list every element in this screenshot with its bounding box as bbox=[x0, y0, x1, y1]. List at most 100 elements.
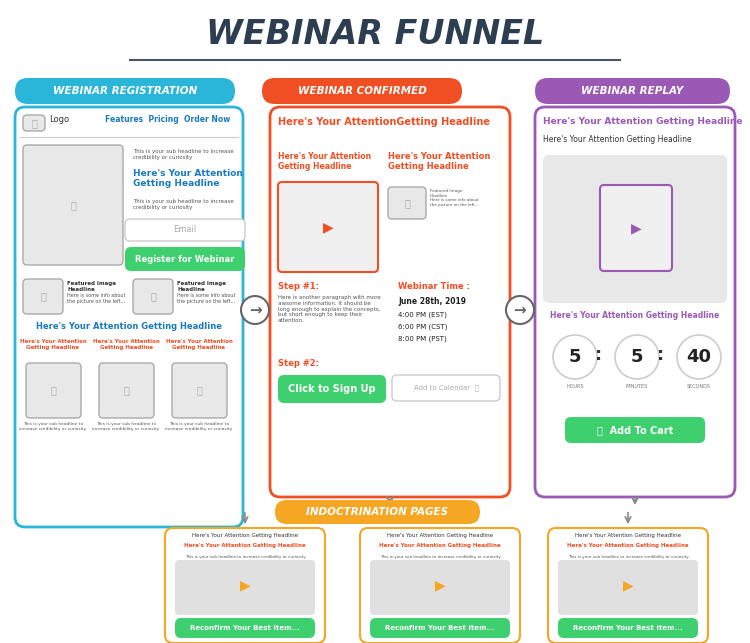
FancyBboxPatch shape bbox=[565, 417, 705, 443]
FancyBboxPatch shape bbox=[548, 528, 708, 643]
Text: WEBINAR REPLAY: WEBINAR REPLAY bbox=[581, 86, 684, 96]
Text: Reconfirm Your Best Item...: Reconfirm Your Best Item... bbox=[386, 625, 495, 631]
FancyBboxPatch shape bbox=[15, 107, 243, 527]
Text: Here's Your AttentionGetting Headline: Here's Your AttentionGetting Headline bbox=[278, 117, 490, 127]
Text: Reconfirm Your Best Item...: Reconfirm Your Best Item... bbox=[573, 625, 682, 631]
Text: Here is some info about
the picture on the left...: Here is some info about the picture on t… bbox=[177, 293, 236, 303]
FancyBboxPatch shape bbox=[175, 560, 315, 615]
Text: SECONDS: SECONDS bbox=[687, 384, 711, 389]
Text: Here's Your Attention
Getting Headline: Here's Your Attention Getting Headline bbox=[93, 339, 159, 350]
Text: MINUTES: MINUTES bbox=[626, 384, 648, 389]
Text: INDOCTRINATION PAGES: INDOCTRINATION PAGES bbox=[307, 507, 448, 517]
Text: 🖼: 🖼 bbox=[150, 291, 156, 302]
FancyBboxPatch shape bbox=[23, 145, 123, 265]
Text: This is your sub headline to increase credibility or curiosity: This is your sub headline to increase cr… bbox=[568, 555, 688, 559]
FancyBboxPatch shape bbox=[370, 618, 510, 638]
Text: Featured Image
Headline: Featured Image Headline bbox=[67, 281, 116, 292]
Text: 6:00 PM (CST): 6:00 PM (CST) bbox=[398, 323, 447, 329]
Text: Email: Email bbox=[173, 226, 196, 235]
Text: 5: 5 bbox=[568, 348, 581, 366]
Text: Here's Your Attention
Getting Headline: Here's Your Attention Getting Headline bbox=[20, 339, 86, 350]
FancyBboxPatch shape bbox=[133, 279, 173, 314]
Text: Here's Your Attention Getting Headline: Here's Your Attention Getting Headline bbox=[543, 135, 692, 144]
Text: Here is some info about
the picture on the left...: Here is some info about the picture on t… bbox=[67, 293, 125, 303]
FancyBboxPatch shape bbox=[23, 115, 45, 131]
FancyBboxPatch shape bbox=[360, 528, 520, 643]
Text: Here's Your Attention Getting Headline: Here's Your Attention Getting Headline bbox=[575, 533, 681, 538]
Text: This is your sub headline to increase credibility or curiosity: This is your sub headline to increase cr… bbox=[380, 555, 500, 559]
Text: Step #2:: Step #2: bbox=[278, 359, 319, 368]
Text: ▶: ▶ bbox=[322, 220, 333, 234]
Text: Webinar Time :: Webinar Time : bbox=[398, 282, 470, 291]
Text: 8:00 PM (PST): 8:00 PM (PST) bbox=[398, 335, 447, 341]
Text: →: → bbox=[514, 302, 526, 318]
Text: Here's Your Attention Getting Headline: Here's Your Attention Getting Headline bbox=[550, 311, 720, 320]
FancyBboxPatch shape bbox=[26, 363, 81, 418]
Text: Here is another paragraph with more
awsome information. It should be
long enough: Here is another paragraph with more awso… bbox=[278, 295, 381, 323]
FancyBboxPatch shape bbox=[388, 187, 426, 219]
FancyBboxPatch shape bbox=[535, 107, 735, 497]
Text: ▶: ▶ bbox=[435, 578, 445, 592]
Text: Here's Your Attention
Getting Headline: Here's Your Attention Getting Headline bbox=[278, 152, 371, 172]
Circle shape bbox=[615, 335, 659, 379]
Text: Add to Calendar  📅: Add to Calendar 📅 bbox=[413, 385, 478, 392]
Text: Here's Your Attention Getting Headline: Here's Your Attention Getting Headline bbox=[543, 117, 742, 126]
Text: 🖼: 🖼 bbox=[196, 386, 202, 395]
Text: 40: 40 bbox=[686, 348, 712, 366]
FancyBboxPatch shape bbox=[262, 78, 462, 104]
Text: Here's Your Attention
Getting Headline: Here's Your Attention Getting Headline bbox=[388, 152, 490, 172]
Text: 🖼: 🖼 bbox=[50, 386, 56, 395]
Text: This is your sub headline to increase
credibility or curiosity: This is your sub headline to increase cr… bbox=[133, 199, 234, 210]
FancyBboxPatch shape bbox=[165, 528, 325, 643]
Text: June 28th, 2019: June 28th, 2019 bbox=[398, 297, 466, 306]
FancyBboxPatch shape bbox=[278, 375, 386, 403]
FancyBboxPatch shape bbox=[125, 247, 245, 271]
Text: WEBINAR REGISTRATION: WEBINAR REGISTRATION bbox=[53, 86, 197, 96]
Text: Here's Your Attention Getting Headline: Here's Your Attention Getting Headline bbox=[567, 543, 688, 548]
Text: Here's Your Attention Getting Headline: Here's Your Attention Getting Headline bbox=[192, 533, 298, 538]
Text: 🖼: 🖼 bbox=[40, 291, 46, 302]
Text: 🖼: 🖼 bbox=[404, 198, 410, 208]
Text: 🖼: 🖼 bbox=[124, 386, 130, 395]
Text: 🖼: 🖼 bbox=[70, 200, 76, 210]
FancyBboxPatch shape bbox=[600, 185, 672, 271]
Text: Here's Your Attention Getting Headline: Here's Your Attention Getting Headline bbox=[184, 543, 306, 548]
Text: This is your sub headline to
increase credibility or curiosity: This is your sub headline to increase cr… bbox=[92, 422, 160, 431]
Text: ▶: ▶ bbox=[631, 221, 641, 235]
FancyBboxPatch shape bbox=[275, 500, 480, 524]
FancyBboxPatch shape bbox=[392, 375, 500, 401]
Text: Here's Your Attention
Getting Headline: Here's Your Attention Getting Headline bbox=[166, 339, 232, 350]
Text: Here's Your Attention Getting Headline: Here's Your Attention Getting Headline bbox=[36, 322, 222, 331]
Text: ▶: ▶ bbox=[622, 578, 633, 592]
Text: WEBINAR CONFIRMED: WEBINAR CONFIRMED bbox=[298, 86, 427, 96]
Text: ▶: ▶ bbox=[240, 578, 250, 592]
Text: Here's Your Attention
Getting Headline: Here's Your Attention Getting Headline bbox=[133, 169, 243, 188]
Text: Step #1:: Step #1: bbox=[278, 282, 319, 291]
FancyBboxPatch shape bbox=[99, 363, 154, 418]
FancyBboxPatch shape bbox=[535, 78, 730, 104]
FancyBboxPatch shape bbox=[270, 107, 510, 497]
Text: :: : bbox=[658, 346, 664, 364]
FancyBboxPatch shape bbox=[15, 78, 235, 104]
Text: →: → bbox=[248, 302, 261, 318]
FancyBboxPatch shape bbox=[175, 618, 315, 638]
Text: 5: 5 bbox=[631, 348, 644, 366]
Text: WEBINAR FUNNEL: WEBINAR FUNNEL bbox=[206, 19, 544, 51]
FancyBboxPatch shape bbox=[23, 279, 63, 314]
Text: Features  Pricing  Order Now: Features Pricing Order Now bbox=[105, 114, 230, 123]
Text: This is your sub headline to
increase credibility or curiosity: This is your sub headline to increase cr… bbox=[20, 422, 86, 431]
Circle shape bbox=[553, 335, 597, 379]
Text: This is your sub headline to increase credibility or curiosity: This is your sub headline to increase cr… bbox=[184, 555, 305, 559]
Text: Reconfirm Your Best Item...: Reconfirm Your Best Item... bbox=[190, 625, 300, 631]
Text: Register for Webinar: Register for Webinar bbox=[135, 255, 235, 264]
FancyBboxPatch shape bbox=[558, 618, 698, 638]
Circle shape bbox=[506, 296, 534, 324]
FancyBboxPatch shape bbox=[558, 560, 698, 615]
Text: Featured Image
Headline: Featured Image Headline bbox=[177, 281, 226, 292]
Text: 4:00 PM (EST): 4:00 PM (EST) bbox=[398, 311, 447, 318]
Text: This is your sub headline to
increase credibility or curiosity: This is your sub headline to increase cr… bbox=[165, 422, 232, 431]
FancyBboxPatch shape bbox=[278, 182, 378, 272]
Text: 🛒  Add To Cart: 🛒 Add To Cart bbox=[597, 425, 674, 435]
Text: :: : bbox=[596, 346, 602, 364]
Circle shape bbox=[677, 335, 721, 379]
